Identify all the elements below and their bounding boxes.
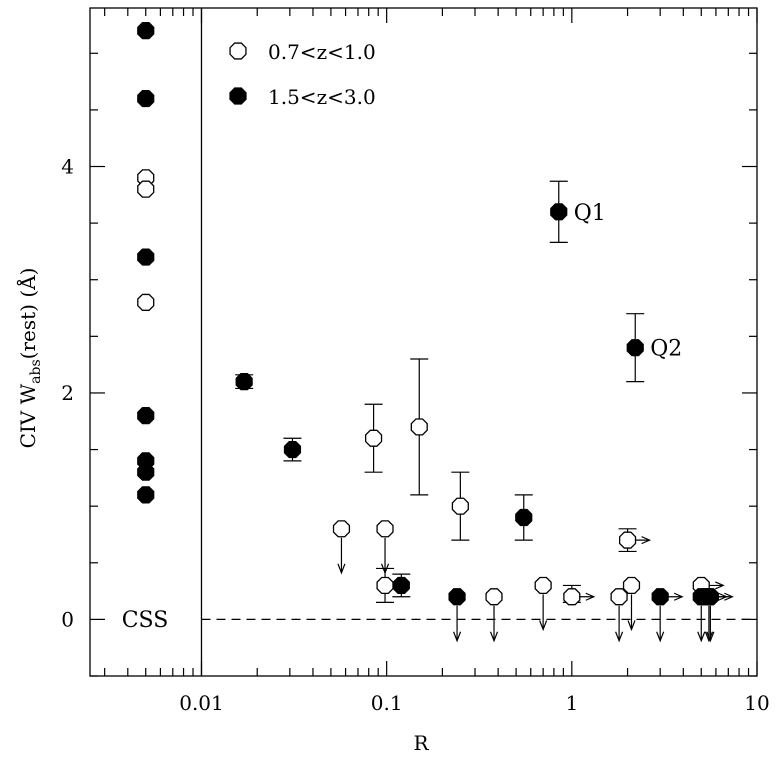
data-point-high-z bbox=[235, 373, 253, 391]
data-point-low-z bbox=[332, 520, 351, 538]
data-point-high-z bbox=[515, 508, 533, 527]
upper-limit-arrowhead bbox=[697, 631, 706, 643]
css-region-label: CSS bbox=[122, 608, 169, 633]
y-tick-label: 2 bbox=[61, 381, 74, 405]
legend-marker bbox=[229, 42, 247, 60]
css-data-point bbox=[137, 406, 155, 425]
y-axis-label-main: CIV W bbox=[16, 383, 40, 448]
x-tick-label: 0.1 bbox=[371, 691, 403, 715]
lower-limit-arrowhead bbox=[724, 592, 734, 601]
y-axis-label-rest: (rest) (Å) bbox=[15, 268, 40, 360]
y-axis-label-subscript: abs bbox=[28, 359, 44, 384]
data-point-low-z bbox=[618, 531, 637, 549]
data-point-high-z bbox=[550, 203, 568, 221]
upper-limit-arrowhead bbox=[453, 631, 462, 643]
upper-limit-arrowhead bbox=[615, 631, 624, 643]
x-axis-label: R bbox=[413, 731, 429, 755]
data-point-low-z bbox=[364, 429, 383, 447]
y-axis-label: CIV Wabs(rest) (Å) bbox=[15, 268, 44, 449]
axis-ticks-layer: 0 2 4 0.01 0.1 1 10 bbox=[61, 8, 770, 715]
data-marks-layer: Q1 Q2 bbox=[137, 22, 734, 643]
data-point-low-z bbox=[622, 576, 641, 595]
legend: 0.7<z<1.0 1.5<z<3.0 bbox=[268, 40, 376, 109]
point-label-q2: Q2 bbox=[650, 337, 682, 362]
css-data-point bbox=[137, 293, 155, 311]
upper-limit-arrowhead bbox=[489, 631, 499, 643]
upper-limit-arrowhead bbox=[706, 631, 715, 643]
upper-limit-arrowhead bbox=[704, 631, 713, 643]
data-point-high-z bbox=[701, 588, 719, 606]
legend-label-high-z: 1.5<z<3.0 bbox=[268, 85, 376, 109]
data-point-low-z bbox=[610, 588, 628, 606]
data-point-low-z bbox=[451, 497, 469, 515]
x-tick-label: 10 bbox=[744, 691, 769, 715]
css-data-point bbox=[137, 180, 155, 198]
upper-limit-arrowhead bbox=[337, 563, 346, 575]
lower-limit-arrowhead bbox=[641, 536, 652, 545]
data-point-low-z bbox=[376, 520, 394, 538]
css-data-point bbox=[137, 89, 155, 108]
css-data-point bbox=[137, 463, 155, 481]
upper-limit-arrowhead bbox=[627, 620, 636, 632]
plot-frame bbox=[89, 7, 758, 677]
lower-limit-arrowhead bbox=[715, 581, 725, 590]
css-data-point bbox=[137, 22, 155, 40]
css-data-point bbox=[137, 486, 155, 504]
data-point-low-z bbox=[376, 576, 394, 595]
data-point-high-z bbox=[448, 588, 466, 606]
css-data-point bbox=[137, 248, 155, 266]
data-point-high-z bbox=[392, 576, 410, 595]
plot-frame-layer bbox=[89, 7, 758, 677]
lower-limit-arrowhead bbox=[673, 592, 684, 601]
legend-marker bbox=[229, 87, 247, 105]
data-point-high-z bbox=[283, 440, 302, 459]
point-label-q1: Q1 bbox=[574, 201, 606, 226]
data-point-high-z bbox=[626, 339, 644, 357]
data-point-high-z bbox=[651, 588, 669, 606]
data-point-low-z bbox=[534, 576, 552, 595]
x-tick-label: 1 bbox=[565, 691, 578, 715]
y-tick-label: 4 bbox=[61, 155, 74, 179]
upper-limit-arrowhead bbox=[539, 620, 548, 632]
data-point-low-z bbox=[410, 418, 428, 436]
y-tick-label: 0 bbox=[61, 607, 74, 631]
legend-label-low-z: 0.7<z<1.0 bbox=[268, 40, 376, 64]
lower-limit-arrowhead bbox=[585, 592, 596, 601]
x-tick-label: 0.01 bbox=[179, 691, 224, 715]
upper-limit-arrowhead bbox=[656, 631, 665, 643]
data-point-low-z bbox=[563, 588, 581, 606]
data-point-low-z bbox=[485, 588, 503, 606]
